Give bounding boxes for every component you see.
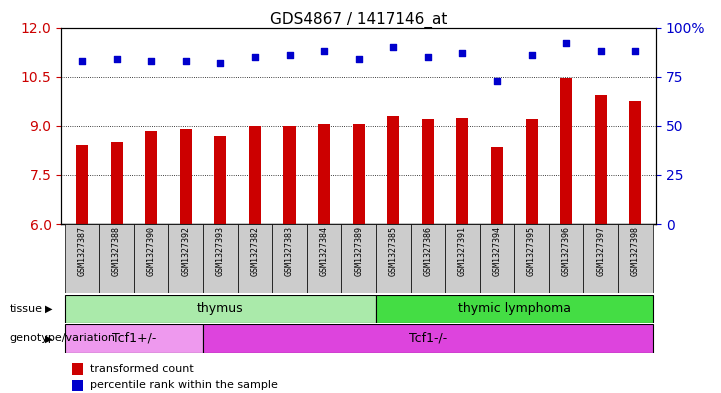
Text: GSM1327384: GSM1327384 [319, 226, 329, 276]
Bar [410, 224, 445, 293]
Point [180, 58, 192, 64]
Text: Tcf1+/-: Tcf1+/- [112, 332, 156, 345]
Bar [65, 295, 376, 323]
Bar [376, 224, 410, 293]
Text: genotype/variation: genotype/variation [9, 333, 115, 343]
Text: ▶: ▶ [45, 333, 53, 343]
Point [456, 50, 468, 56]
Text: GSM1327388: GSM1327388 [112, 226, 121, 276]
Text: GSM1327389: GSM1327389 [354, 226, 363, 276]
Bar [72, 380, 83, 391]
Text: GSM1327398: GSM1327398 [631, 226, 640, 276]
Text: GSM1327397: GSM1327397 [596, 226, 605, 276]
Point [146, 58, 157, 64]
Text: GSM1327390: GSM1327390 [146, 226, 156, 276]
Text: GSM1327391: GSM1327391 [458, 226, 467, 276]
Text: GSM1327382: GSM1327382 [250, 226, 260, 276]
Bar [549, 224, 583, 293]
Bar [479, 224, 514, 293]
Text: Tcf1-/-: Tcf1-/- [409, 332, 447, 345]
Text: GSM1327393: GSM1327393 [216, 226, 225, 276]
Point [422, 54, 433, 60]
Text: transformed count: transformed count [90, 364, 194, 374]
Text: GSM1327387: GSM1327387 [78, 226, 87, 276]
Text: GSM1327392: GSM1327392 [181, 226, 190, 276]
Text: thymic lymphoma: thymic lymphoma [458, 302, 571, 316]
Bar [560, 78, 572, 224]
Point [491, 77, 503, 84]
Point [353, 56, 364, 62]
Bar [238, 224, 273, 293]
Point [595, 48, 606, 54]
Text: percentile rank within the sample: percentile rank within the sample [90, 380, 278, 390]
Bar [99, 224, 134, 293]
Text: GSM1327383: GSM1327383 [285, 226, 294, 276]
Bar [445, 224, 479, 293]
Bar [273, 224, 307, 293]
Bar [134, 224, 169, 293]
Bar [65, 224, 99, 293]
Bar [491, 147, 503, 224]
Title: GDS4867 / 1417146_at: GDS4867 / 1417146_at [270, 11, 448, 28]
Bar [110, 142, 123, 224]
Bar [422, 119, 434, 224]
Text: GSM1327386: GSM1327386 [423, 226, 433, 276]
Bar [456, 118, 469, 224]
Bar [307, 224, 342, 293]
Point [111, 56, 123, 62]
Point [560, 40, 572, 46]
Bar [595, 95, 607, 224]
Bar [145, 131, 157, 224]
Bar [583, 224, 618, 293]
Text: ▶: ▶ [45, 304, 53, 314]
Bar [180, 129, 192, 224]
Bar [318, 124, 330, 224]
Bar [203, 224, 238, 293]
Point [249, 54, 261, 60]
Bar [169, 224, 203, 293]
Bar [283, 126, 296, 224]
Text: GSM1327385: GSM1327385 [389, 226, 398, 276]
Point [319, 48, 330, 54]
Text: GSM1327394: GSM1327394 [492, 226, 502, 276]
Text: thymus: thymus [197, 302, 244, 316]
Bar [514, 224, 549, 293]
Bar [72, 363, 83, 375]
Bar [387, 116, 399, 224]
Bar [526, 119, 538, 224]
Text: GSM1327395: GSM1327395 [527, 226, 536, 276]
Point [215, 60, 226, 66]
Point [76, 58, 88, 64]
Point [387, 44, 399, 50]
Bar [203, 324, 653, 353]
Bar [214, 136, 226, 224]
Text: tissue: tissue [9, 304, 43, 314]
Bar [618, 224, 653, 293]
Bar [76, 145, 88, 224]
Point [629, 48, 641, 54]
Bar [376, 295, 653, 323]
Bar [65, 324, 203, 353]
Bar [249, 126, 261, 224]
Bar [353, 124, 365, 224]
Text: GSM1327396: GSM1327396 [562, 226, 571, 276]
Point [526, 52, 537, 58]
Bar [629, 101, 642, 224]
Bar [342, 224, 376, 293]
Point [284, 52, 296, 58]
